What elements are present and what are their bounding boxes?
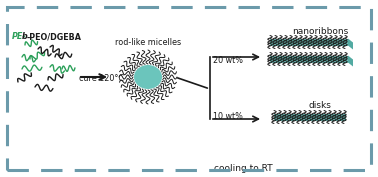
- Polygon shape: [270, 39, 348, 45]
- Text: PE-: PE-: [12, 32, 27, 41]
- Text: 10 wt%: 10 wt%: [213, 112, 243, 121]
- Text: rod-like micelles: rod-like micelles: [115, 38, 181, 47]
- Polygon shape: [348, 39, 353, 50]
- Text: cooling to RT: cooling to RT: [214, 164, 272, 173]
- Ellipse shape: [134, 65, 162, 89]
- Text: disks: disks: [308, 101, 332, 110]
- Text: -PEO/DGEBA: -PEO/DGEBA: [27, 32, 82, 41]
- Text: 20 wt%: 20 wt%: [213, 56, 243, 65]
- Text: b: b: [22, 32, 28, 41]
- Text: nanoribbons: nanoribbons: [292, 27, 348, 36]
- Text: cure 120°C: cure 120°C: [79, 74, 124, 83]
- Polygon shape: [270, 56, 348, 62]
- Polygon shape: [348, 56, 353, 67]
- Polygon shape: [274, 113, 346, 121]
